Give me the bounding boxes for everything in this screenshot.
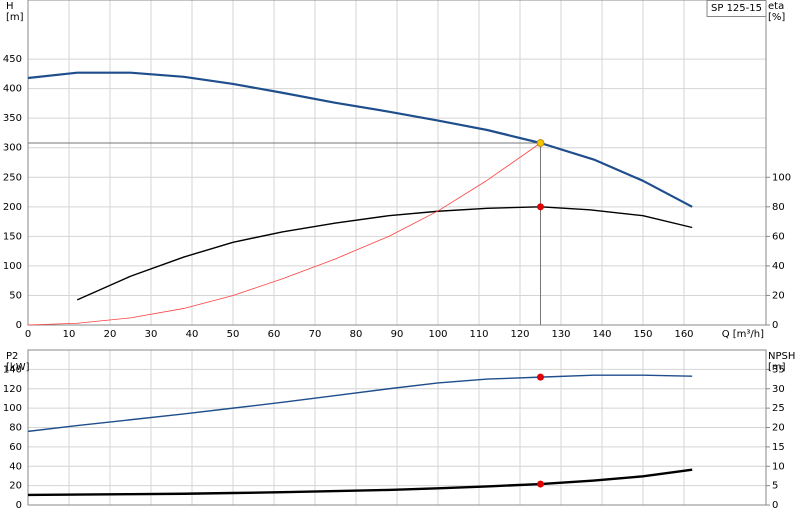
- x-tick-label: 150: [633, 329, 652, 340]
- y-tick-label: 50: [9, 290, 22, 301]
- y2-tick-label: 15: [772, 442, 785, 453]
- duty-point: [537, 480, 544, 488]
- curve: [76, 206, 693, 301]
- y-tick-label: 100: [3, 403, 22, 414]
- curve: [27, 468, 693, 497]
- y-tick-label: 0: [16, 500, 22, 511]
- y-tick-label: 0: [16, 320, 22, 331]
- y-tick-label: 250: [3, 172, 22, 183]
- duty-point: [537, 203, 544, 211]
- y2-tick-label: 10: [772, 461, 785, 472]
- curve: [27, 374, 693, 433]
- x-tick-label: 40: [186, 329, 199, 340]
- y-tick-label: 140: [3, 364, 22, 375]
- y-tick-label: 60: [9, 442, 22, 453]
- y2-axis-label: NPSH: [768, 351, 795, 362]
- y2-tick-label: 40: [772, 261, 785, 272]
- y-axis-label: H: [6, 1, 14, 12]
- x-tick-label: 30: [145, 329, 158, 340]
- x-tick-label: 50: [227, 329, 240, 340]
- y-axis-label: P2: [6, 351, 18, 362]
- y-tick-label: 120: [3, 384, 22, 395]
- y-tick-label: 350: [3, 113, 22, 124]
- y-tick-label: 80: [9, 423, 22, 434]
- y2-tick-label: 20: [772, 290, 785, 301]
- y2-tick-label: 25: [772, 403, 785, 414]
- y-tick-label: 400: [3, 84, 22, 95]
- x-axis-label: Q [m³/h]: [722, 329, 764, 340]
- duty-point: [537, 373, 544, 381]
- y2-tick-label: 30: [772, 384, 785, 395]
- y2-tick-label: 80: [772, 202, 785, 213]
- y2-tick-label: 35: [772, 364, 785, 375]
- x-tick-label: 10: [63, 329, 76, 340]
- legend-title: SP 125-15: [711, 3, 762, 14]
- y2-axis-label: eta: [768, 1, 784, 12]
- x-tick-label: 90: [391, 329, 404, 340]
- y-tick-label: 20: [9, 481, 22, 492]
- x-tick-label: 70: [309, 329, 322, 340]
- x-tick-label: 100: [428, 329, 447, 340]
- y2-axis-unit: [m]: [768, 362, 786, 373]
- x-tick-label: 120: [510, 329, 529, 340]
- y2-axis-unit: [%]: [768, 12, 785, 23]
- y2-tick-label: 20: [772, 423, 785, 434]
- y-tick-label: 200: [3, 202, 22, 213]
- curve: [27, 142, 541, 326]
- x-tick-label: 160: [674, 329, 693, 340]
- curve: [27, 71, 693, 208]
- x-tick-label: 110: [469, 329, 488, 340]
- y-tick-label: 300: [3, 143, 22, 154]
- y-tick-label: 100: [3, 261, 22, 272]
- plot-frame: [27, 0, 767, 326]
- x-tick-label: 130: [551, 329, 570, 340]
- x-tick-label: 20: [104, 329, 117, 340]
- y-tick-label: 150: [3, 231, 22, 242]
- y2-tick-label: 0: [772, 320, 778, 331]
- x-tick-label: 0: [25, 329, 31, 340]
- y-axis-unit: [m]: [6, 12, 24, 23]
- y-tick-label: 450: [3, 54, 22, 65]
- x-tick-label: 60: [268, 329, 281, 340]
- x-label-bg: [719, 329, 767, 340]
- duty-point: [536, 139, 545, 147]
- y2-tick-label: 5: [772, 481, 778, 492]
- y-axis-unit: [kW]: [6, 362, 30, 373]
- x-tick-label: 140: [592, 329, 611, 340]
- x-tick-label: 80: [350, 329, 363, 340]
- legend-box: [706, 0, 767, 17]
- y2-tick-label: 60: [772, 231, 785, 242]
- y2-tick-label: 100: [772, 172, 791, 183]
- y2-tick-label: 0: [772, 500, 778, 511]
- y-tick-label: 40: [9, 461, 22, 472]
